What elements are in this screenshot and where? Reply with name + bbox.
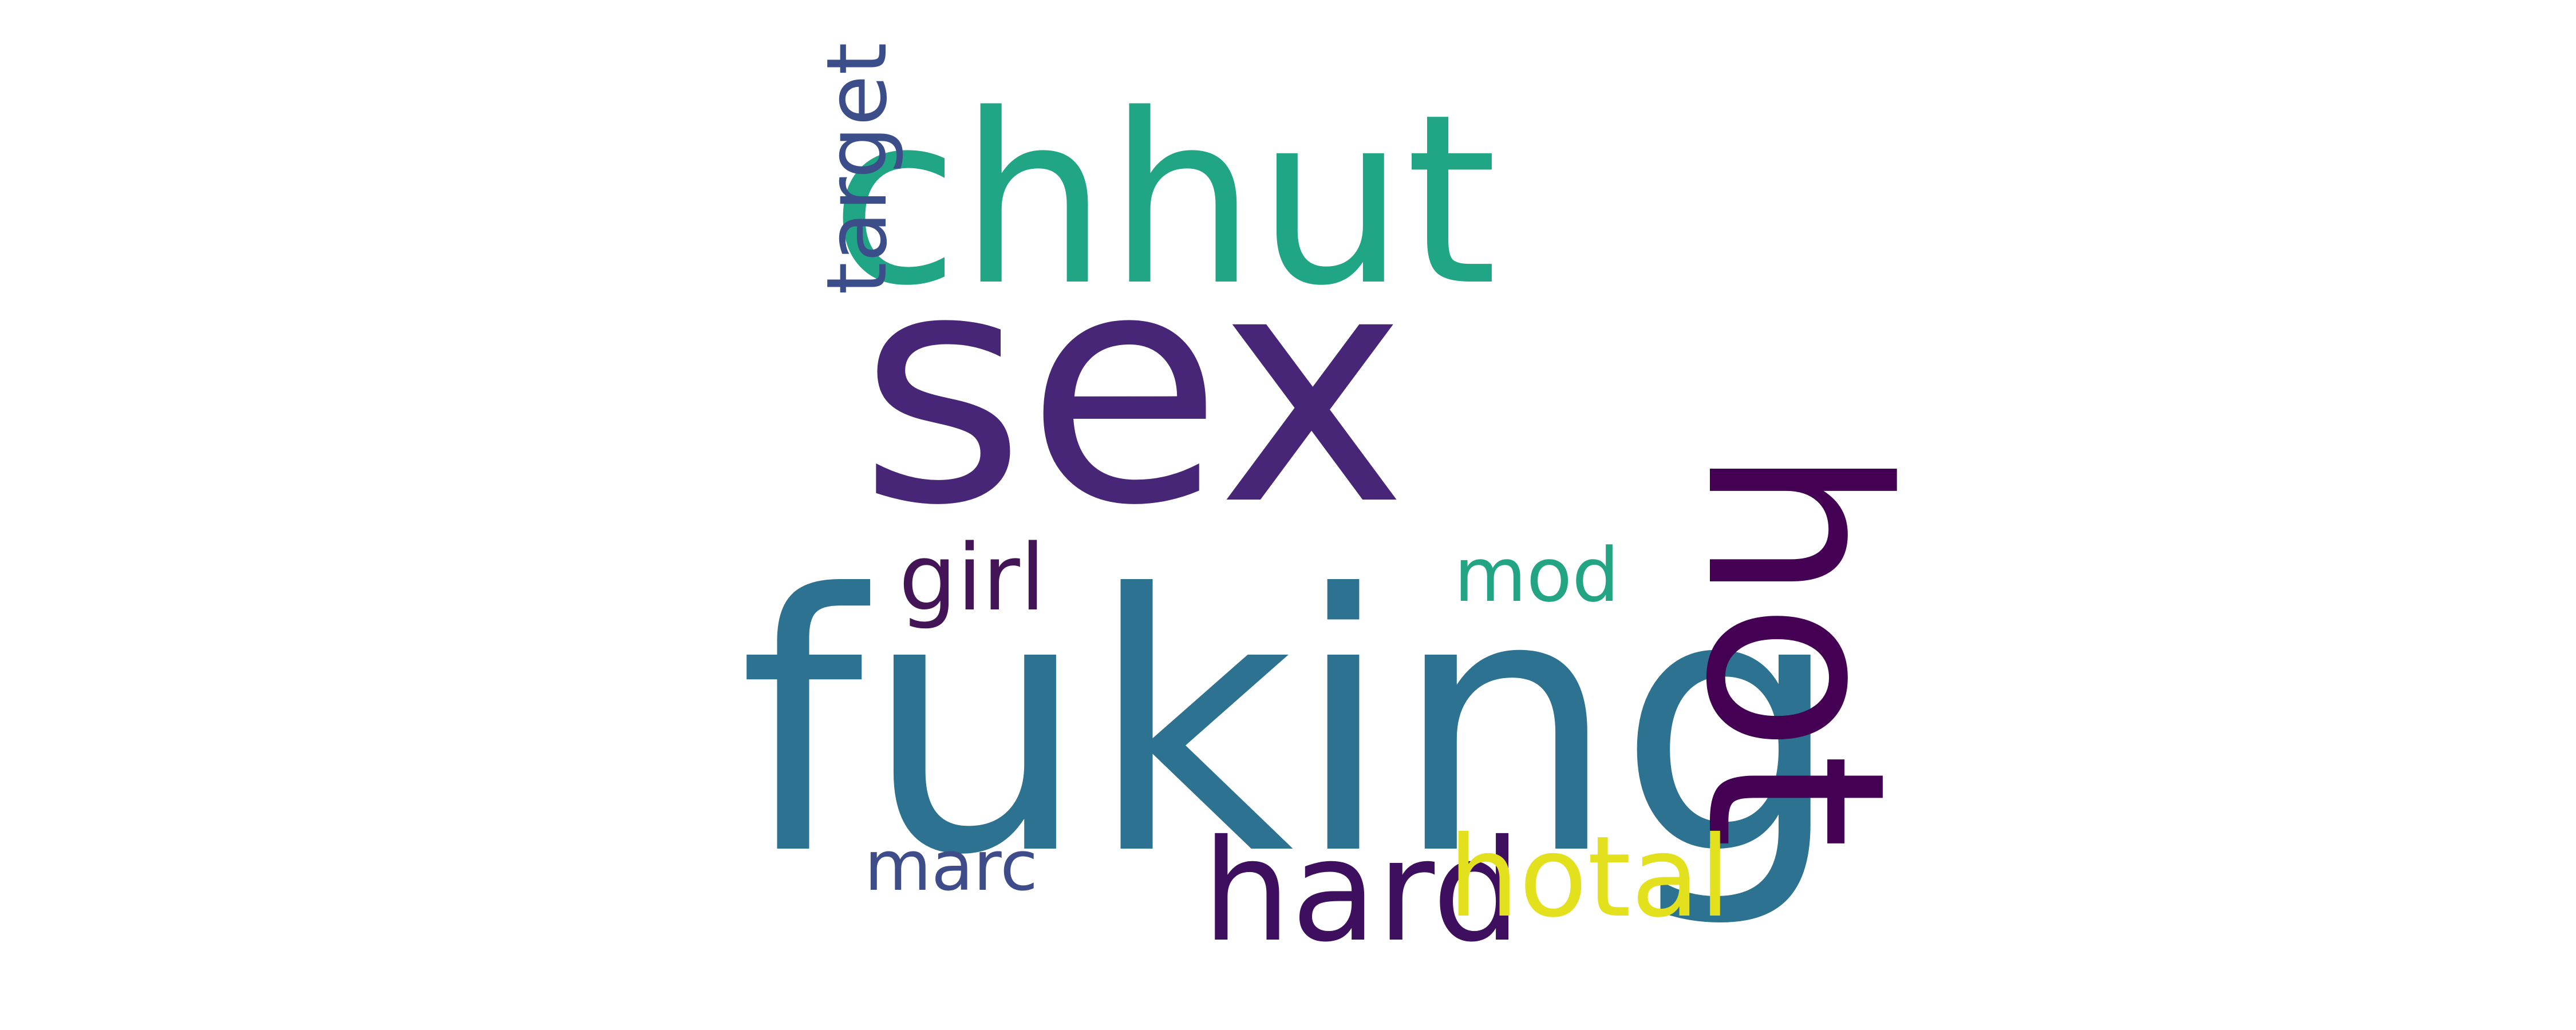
word-marc: marc (864, 827, 1038, 906)
word-target: target (809, 42, 906, 295)
word-hard: hard (1202, 810, 1522, 973)
word-hotal: hotal (1448, 812, 1731, 942)
word-sex: sex (859, 203, 1407, 576)
word-hot: hot (1652, 446, 1938, 850)
word-fuking: fuking (738, 520, 1843, 933)
word-girl: girl (899, 524, 1046, 631)
word-chhut: chhut (830, 64, 1498, 337)
word-mod: mod (1454, 532, 1619, 619)
